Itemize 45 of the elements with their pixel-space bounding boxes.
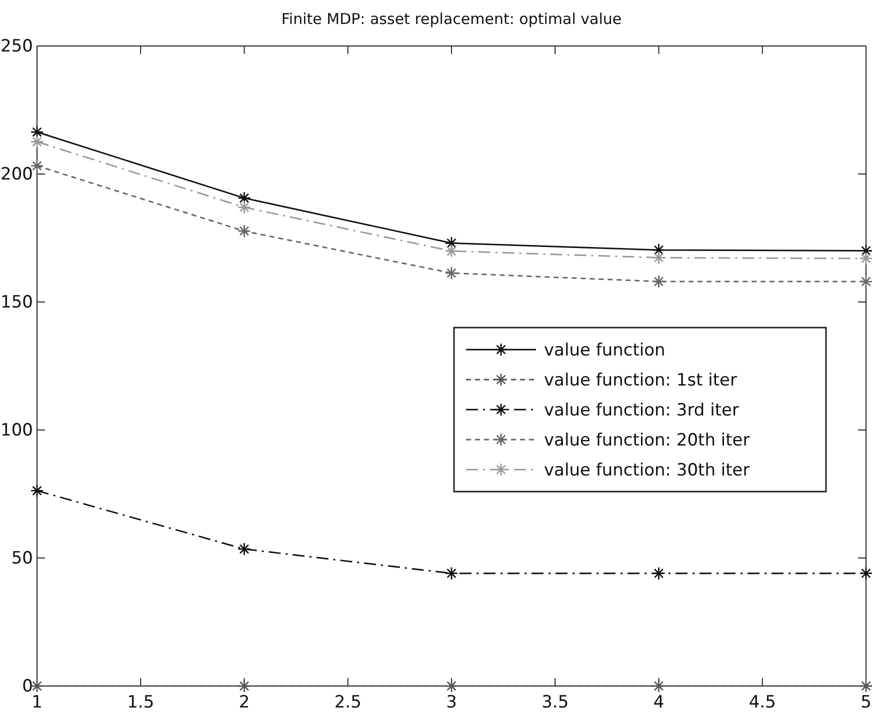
x-tick-label: 5 bbox=[860, 692, 872, 712]
y-tick-label: 50 bbox=[11, 548, 33, 568]
y-tick-label: 200 bbox=[0, 164, 33, 184]
point bbox=[444, 236, 458, 250]
point bbox=[859, 566, 872, 580]
point bbox=[652, 566, 666, 580]
y-tick-label: 150 bbox=[0, 292, 33, 312]
x-tick-label: 3 bbox=[446, 692, 457, 712]
point bbox=[444, 566, 458, 580]
legend-label: value function: 3rd iter bbox=[544, 400, 739, 421]
point bbox=[444, 266, 458, 280]
legend-label: value function: 1st iter bbox=[544, 370, 738, 391]
point bbox=[238, 542, 251, 556]
point bbox=[859, 679, 872, 693]
point bbox=[30, 125, 44, 139]
point bbox=[444, 679, 458, 693]
legend-label: value function: 20th iter bbox=[544, 430, 750, 451]
point bbox=[444, 244, 458, 258]
point bbox=[238, 224, 251, 238]
x-tick-label: 4 bbox=[653, 692, 664, 712]
point bbox=[859, 244, 872, 258]
x-tick-label: 1 bbox=[32, 692, 42, 712]
legend-label: value function bbox=[544, 340, 666, 361]
y-tick-label: 100 bbox=[0, 420, 33, 440]
legend-label: value function: 30th iter bbox=[544, 460, 750, 481]
point bbox=[859, 274, 872, 288]
x-tick-label: 2.5 bbox=[334, 692, 362, 712]
x-tick-label: 3.5 bbox=[542, 692, 569, 712]
point bbox=[652, 274, 666, 288]
point bbox=[859, 252, 872, 266]
point bbox=[238, 679, 251, 693]
point bbox=[30, 135, 44, 148]
x-tick-label: 2 bbox=[238, 692, 250, 712]
x-tick-label: 1.5 bbox=[127, 692, 154, 712]
point bbox=[652, 251, 666, 264]
point bbox=[30, 484, 44, 498]
point bbox=[30, 159, 44, 173]
point bbox=[238, 200, 251, 214]
x-tick-label: 4.5 bbox=[748, 692, 776, 712]
point bbox=[652, 243, 666, 257]
point bbox=[238, 191, 251, 205]
chart-title: Finite MDP: asset replacement: optimal value bbox=[281, 10, 622, 28]
y-tick-label: 0 bbox=[22, 676, 33, 696]
y-tick-label: 250 bbox=[0, 36, 33, 56]
point bbox=[652, 679, 666, 693]
